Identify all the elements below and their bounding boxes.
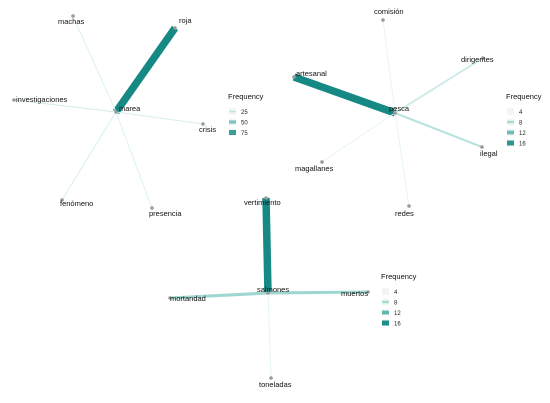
- edge-marea-crisis: [115, 111, 204, 125]
- node-label-fenomeno: fenómeno: [60, 199, 93, 208]
- legend-label-75: 75: [241, 131, 248, 137]
- node-label-salmones: salmones: [257, 285, 289, 294]
- edge-pesca-ilegal: [394, 112, 483, 148]
- legend-label-12: 12: [394, 311, 401, 317]
- node-roja: [173, 26, 177, 30]
- network-salmones: salmones vertimiento mortandad muertos tonel…: [168, 196, 370, 389]
- node-presencia: [150, 206, 154, 210]
- node-label-presencia: presencia: [149, 209, 182, 218]
- node-pesca: [393, 111, 397, 115]
- edge-salmones-muertos: [267, 290, 369, 295]
- legend-title: Frequency: [228, 92, 264, 101]
- node-artesanal: [292, 75, 296, 79]
- legend-label-4: 4: [519, 110, 523, 116]
- node-mortandad: [168, 296, 172, 300]
- edge-pesca-comision: [382, 19, 396, 114]
- node-label-magallanes: magallanes: [295, 164, 334, 173]
- legend-label-12: 12: [519, 131, 526, 137]
- edge-salmones-vertimiento: [262, 197, 272, 294]
- node-redes: [407, 204, 411, 208]
- edge-pesca-magallanes: [321, 112, 396, 163]
- legend-salmones: Frequency 4 8 12 16: [381, 272, 417, 328]
- node-label-roja: roja: [179, 16, 192, 25]
- node-label-mortandad: mortandad: [170, 294, 206, 303]
- node-vertimiento: [264, 196, 268, 200]
- node-magallanes: [320, 160, 324, 164]
- node-label-pesca: pesca: [389, 104, 410, 113]
- edge-marea-fenomeno: [61, 111, 117, 201]
- node-label-comision: comisión: [374, 7, 404, 16]
- edge-marea-presencia: [115, 111, 153, 209]
- edge-pesca-artesanal: [292, 73, 397, 117]
- node-comision: [381, 18, 385, 22]
- edge-marea-investigaciones: [13, 99, 117, 113]
- legend-title: Frequency: [506, 92, 542, 101]
- node-label-marea: marea: [119, 104, 141, 113]
- edge-pesca-redes: [394, 112, 410, 207]
- legend-label-16: 16: [519, 142, 526, 148]
- edge-salmones-mortandad: [169, 291, 269, 300]
- node-crisis: [201, 122, 205, 126]
- legend-label-16: 16: [394, 322, 401, 328]
- node-dirigentes: [481, 56, 485, 60]
- network-pesca: pesca comisión artesanal dirigentes ilegal ma…: [292, 7, 498, 218]
- edge-pesca-dirigentes: [394, 57, 484, 114]
- legend-label-50: 50: [241, 121, 248, 127]
- node-label-investigaciones: investigaciones: [16, 95, 68, 104]
- node-label-machas: machas: [58, 17, 85, 26]
- legend-label-25: 25: [241, 110, 248, 116]
- node-ilegal: [480, 145, 484, 149]
- node-salmones: [266, 291, 270, 295]
- node-label-vertimiento: vertimiento: [244, 198, 281, 207]
- node-marea: [114, 110, 118, 114]
- node-label-dirigentes: dirigentes: [461, 55, 494, 64]
- edge-marea-roja: [112, 25, 179, 115]
- legend-label-8: 8: [519, 121, 523, 127]
- node-label-artesanal: artesanal: [296, 69, 327, 78]
- node-fenomeno: [60, 198, 64, 202]
- node-label-crisis: crisis: [199, 125, 216, 134]
- node-label-muertos: muertos: [341, 289, 368, 298]
- node-muertos: [366, 290, 370, 294]
- node-toneladas: [269, 376, 273, 380]
- node-label-redes: redes: [395, 209, 414, 218]
- network-marea: marea machas roja investigaciones crisis fenó…: [12, 14, 216, 218]
- node-machas: [71, 14, 75, 18]
- legend-title: Frequency: [381, 272, 417, 281]
- edge-salmones-toneladas: [267, 292, 272, 379]
- node-investigaciones: [12, 98, 16, 102]
- node-label-toneladas: toneladas: [259, 380, 292, 389]
- node-label-ilegal: ilegal: [480, 149, 498, 158]
- edge-marea-machas: [72, 15, 117, 113]
- legend-pesca: Frequency 4 8 12 16: [506, 92, 542, 148]
- legend-label-4: 4: [394, 290, 398, 296]
- legend-label-8: 8: [394, 301, 398, 307]
- legend-marea: Frequency 25 50 75: [228, 92, 264, 137]
